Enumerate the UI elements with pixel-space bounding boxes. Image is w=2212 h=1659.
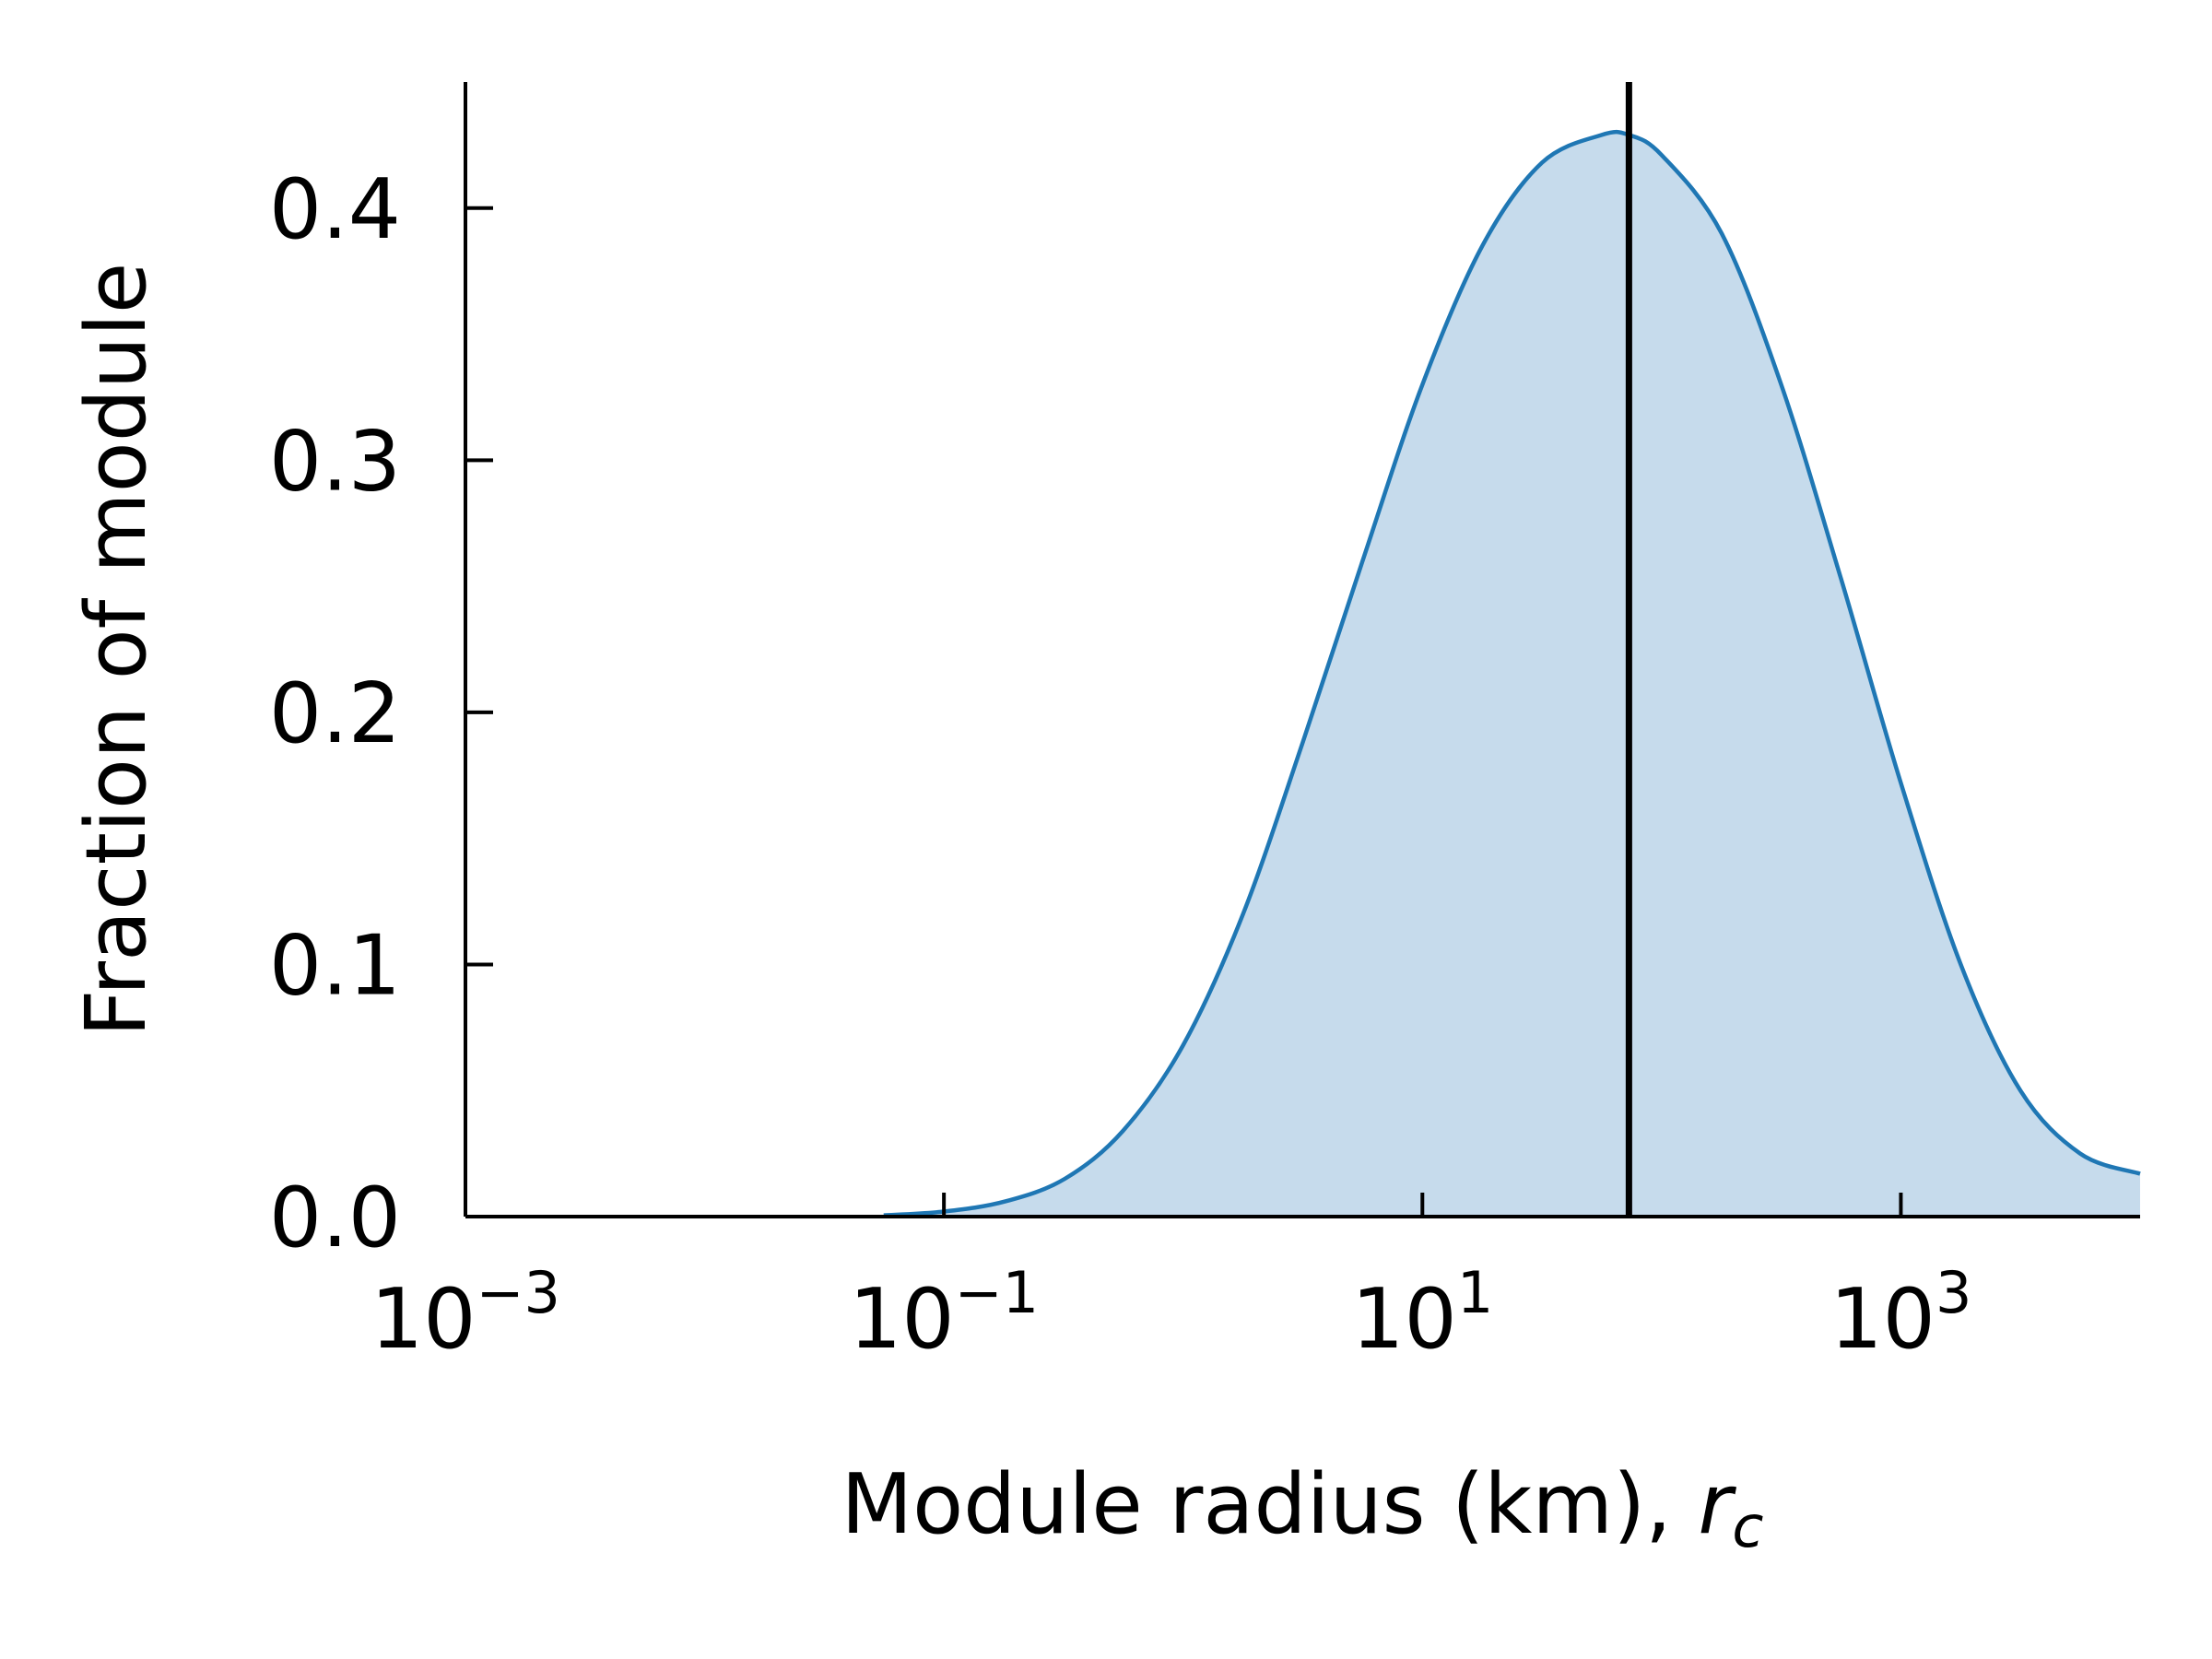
x-tick-label: 10−3 — [371, 1259, 560, 1368]
x-tick-label: 103 — [1830, 1259, 1971, 1368]
plot-area — [883, 82, 2141, 1218]
x-axis-label: Module radius (km), rc — [841, 1456, 1763, 1560]
y-tick-label: 0.0 — [269, 1170, 401, 1266]
y-tick-label: 0.3 — [269, 413, 401, 510]
series-0-line — [883, 129, 2141, 1218]
x-tick-label: 101 — [1351, 1259, 1493, 1368]
x-tick-label: 10−1 — [849, 1259, 1039, 1368]
series-0-area — [883, 132, 2140, 1217]
x-axis-ticks: 10−3 10−1 101 103 — [371, 1193, 1971, 1368]
y-tick-label: 0.4 — [269, 161, 401, 258]
y-axis-ticks: 0.0 0.1 0.2 0.3 0.4 — [269, 161, 493, 1266]
y-tick-label: 0.2 — [269, 665, 401, 762]
y-tick-label: 0.1 — [269, 917, 401, 1014]
y-axis-label: Fraction of module — [68, 263, 165, 1038]
